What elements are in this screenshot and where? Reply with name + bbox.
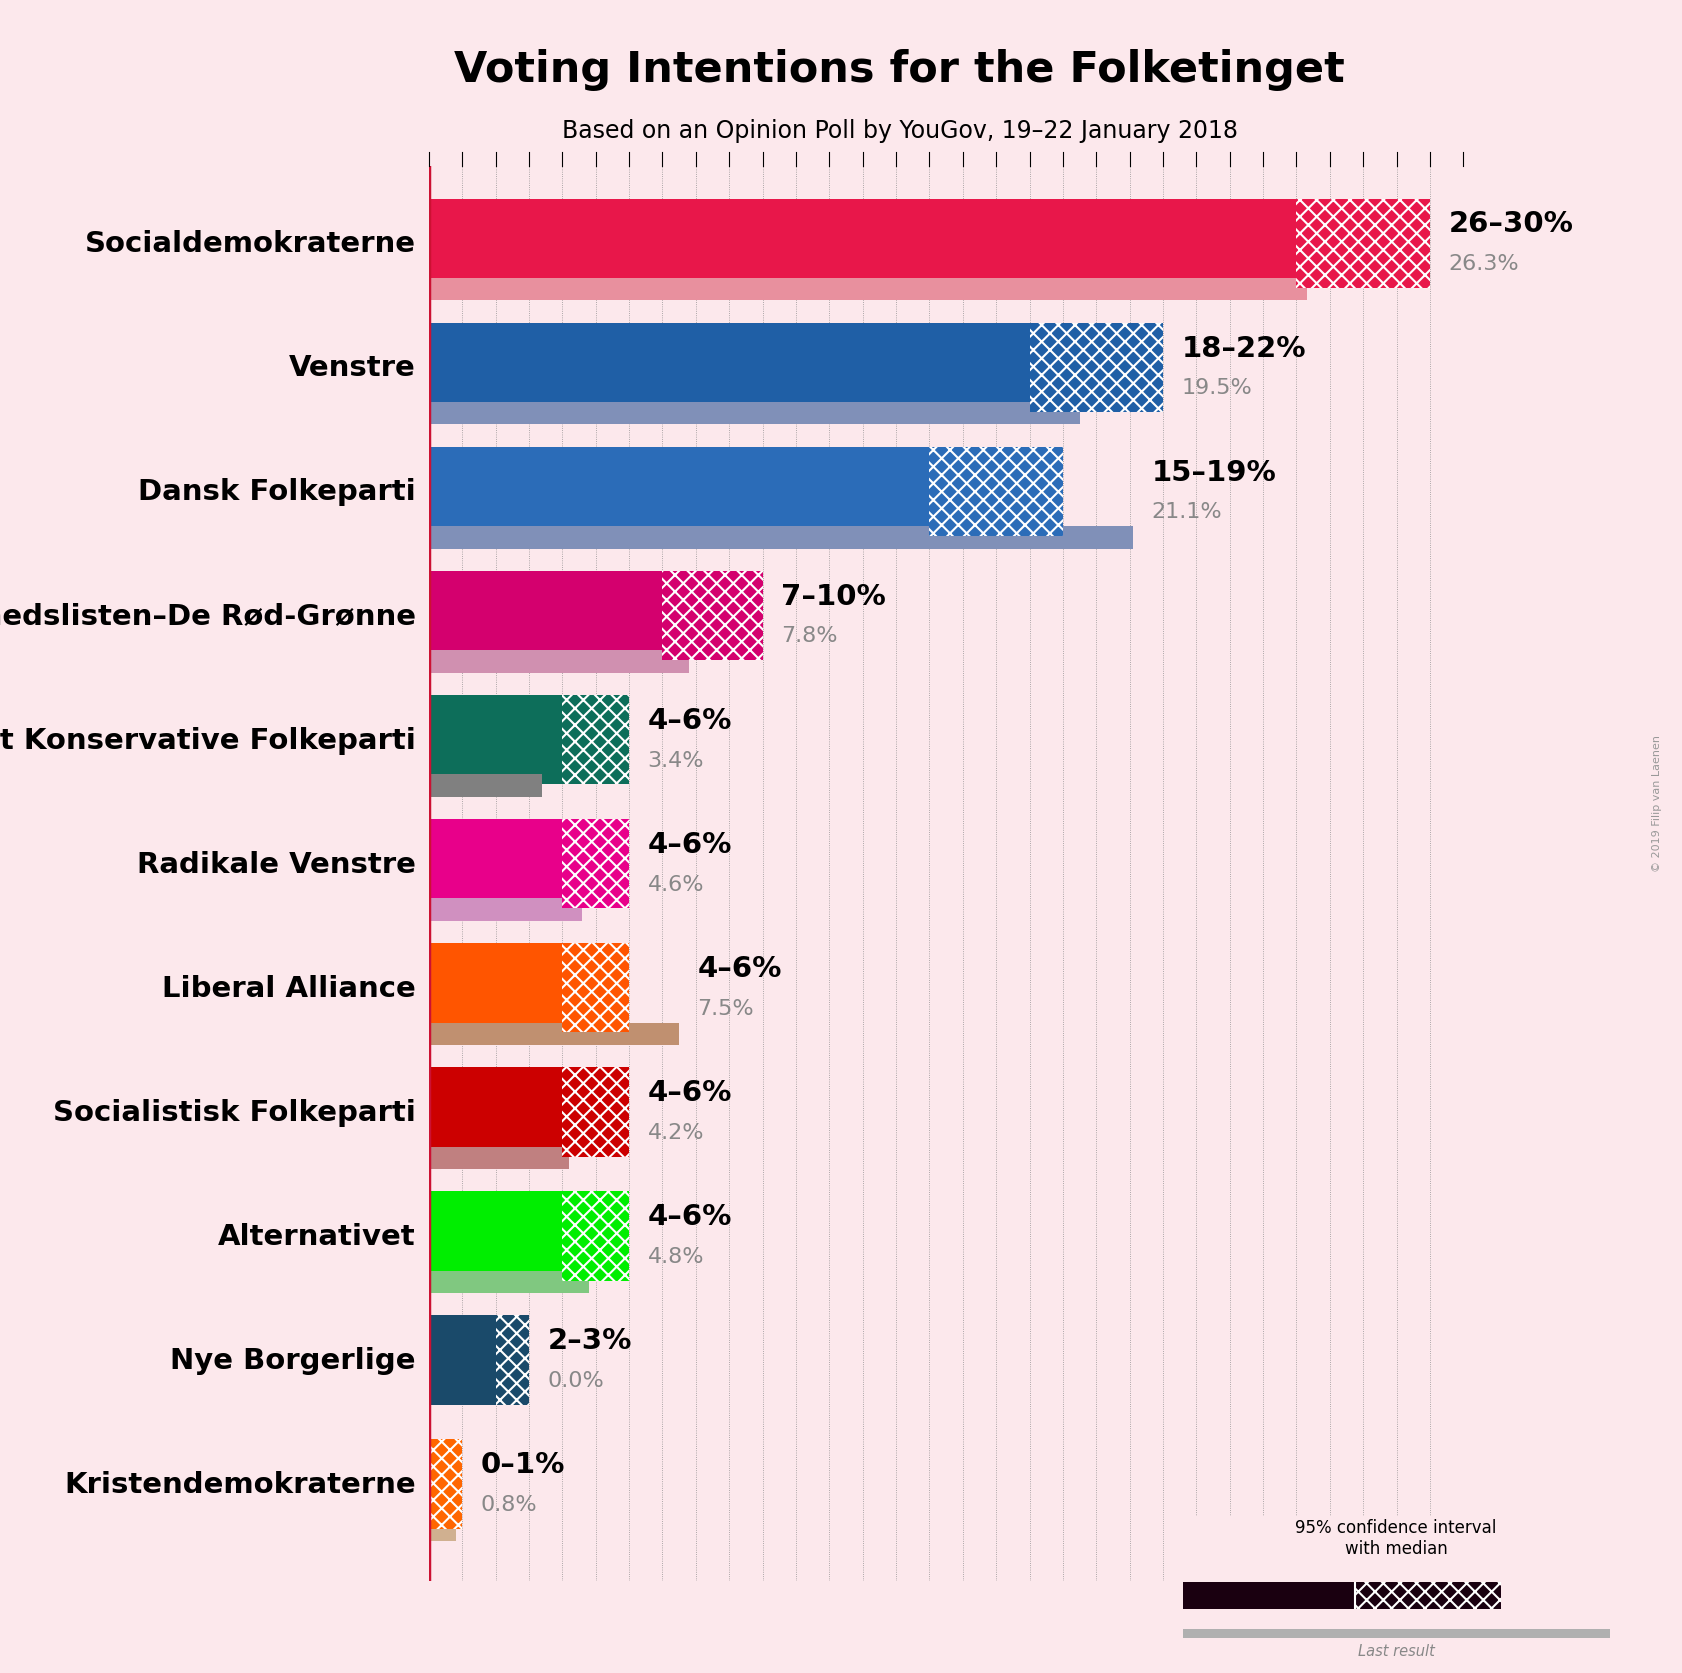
Bar (429, 1067, 562, 1158)
Text: Kristendemokraterne: Kristendemokraterne (64, 1471, 415, 1499)
Text: Liberal Alliance: Liberal Alliance (161, 974, 415, 1002)
Text: 26–30%: 26–30% (1448, 211, 1573, 238)
Bar (429, 1148, 569, 1169)
Bar (429, 651, 690, 673)
Bar (429, 323, 1029, 413)
Text: Venstre: Venstre (289, 355, 415, 381)
Text: 7.8%: 7.8% (780, 626, 838, 646)
Text: Voting Intentions for the Folketinget: Voting Intentions for the Folketinget (454, 49, 1346, 92)
Bar (429, 527, 1134, 549)
Bar (429, 944, 562, 1032)
Text: 15–19%: 15–19% (1152, 458, 1277, 487)
Bar (429, 572, 663, 661)
Bar (562, 820, 629, 908)
Text: Enhedslisten–De Rød-Grønne: Enhedslisten–De Rød-Grønne (0, 602, 415, 631)
Bar (429, 279, 1307, 301)
Text: Based on an Opinion Poll by YouGov, 19–22 January 2018: Based on an Opinion Poll by YouGov, 19–2… (562, 119, 1238, 142)
Bar (429, 1315, 496, 1405)
Bar (429, 1022, 680, 1046)
Bar (1182, 1630, 1610, 1638)
Text: 0.0%: 0.0% (547, 1370, 604, 1390)
Bar (429, 403, 1080, 425)
Text: 4.6%: 4.6% (648, 873, 705, 893)
Text: 26.3%: 26.3% (1448, 254, 1519, 274)
Text: Det Konservative Folkeparti: Det Konservative Folkeparti (0, 726, 415, 755)
Bar (429, 820, 562, 908)
Text: 0.8%: 0.8% (481, 1494, 537, 1514)
Bar (562, 1191, 629, 1282)
Bar (429, 448, 930, 537)
Text: 4–6%: 4–6% (698, 954, 782, 982)
Text: 3.4%: 3.4% (648, 750, 705, 770)
Bar (429, 1191, 562, 1282)
Text: 7–10%: 7–10% (780, 582, 886, 611)
Bar (429, 1519, 456, 1541)
Bar (562, 696, 629, 785)
Text: Radikale Venstre: Radikale Venstre (136, 850, 415, 878)
Bar (429, 696, 562, 785)
Text: Nye Borgerlige: Nye Borgerlige (170, 1347, 415, 1374)
Text: 4–6%: 4–6% (648, 830, 732, 858)
Bar (1182, 1581, 1356, 1609)
Bar (562, 944, 629, 1032)
Text: 19.5%: 19.5% (1181, 378, 1251, 398)
Text: 18–22%: 18–22% (1181, 335, 1305, 363)
Text: 2–3%: 2–3% (547, 1327, 632, 1355)
Bar (1029, 323, 1162, 413)
Bar (1297, 199, 1430, 289)
Text: 4–6%: 4–6% (648, 706, 732, 734)
Text: 95% confidence interval
with median: 95% confidence interval with median (1295, 1519, 1497, 1558)
Text: Dansk Folkeparti: Dansk Folkeparti (138, 478, 415, 507)
Text: © 2019 Filip van Laenen: © 2019 Filip van Laenen (1652, 734, 1662, 872)
Text: 21.1%: 21.1% (1152, 502, 1221, 522)
Bar (663, 572, 762, 661)
Text: 4.8%: 4.8% (648, 1246, 705, 1266)
Bar (429, 1439, 463, 1529)
Text: Socialdemokraterne: Socialdemokraterne (84, 231, 415, 258)
Bar (429, 1271, 589, 1293)
Text: 7.5%: 7.5% (698, 999, 754, 1019)
Text: 4–6%: 4–6% (648, 1203, 732, 1230)
Bar (930, 448, 1063, 537)
Text: Alternativet: Alternativet (219, 1223, 415, 1250)
Text: 4–6%: 4–6% (648, 1079, 732, 1106)
Bar (496, 1315, 530, 1405)
Text: 0–1%: 0–1% (481, 1450, 565, 1479)
Bar (562, 1067, 629, 1158)
Bar (429, 898, 582, 922)
Text: 4.2%: 4.2% (648, 1123, 705, 1143)
Bar (1356, 1581, 1500, 1609)
Text: Last result: Last result (1357, 1643, 1435, 1658)
Bar (429, 775, 542, 798)
Text: Socialistisk Folkeparti: Socialistisk Folkeparti (52, 1097, 415, 1126)
Bar (429, 199, 1297, 289)
